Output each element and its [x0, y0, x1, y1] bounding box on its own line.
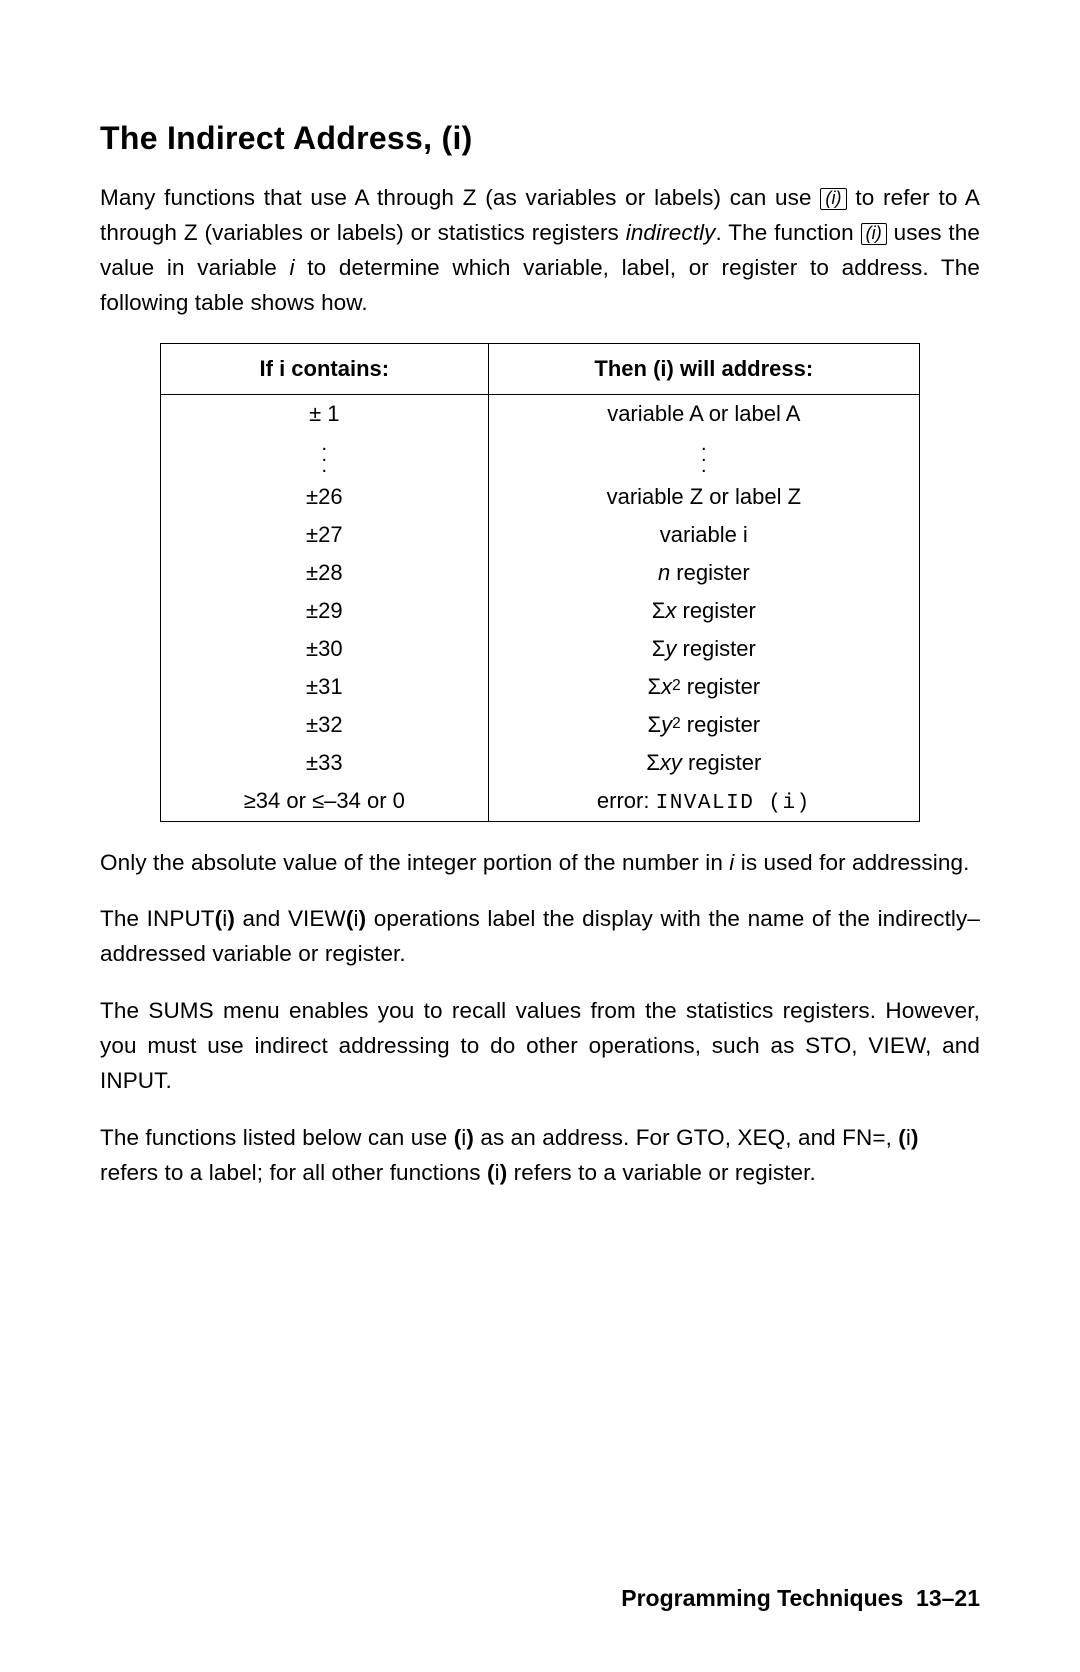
table-cell-if: ±30 — [161, 630, 489, 668]
section-title: The Indirect Address, (i) — [100, 120, 980, 157]
table-cell-if: ±27 — [161, 516, 489, 554]
table-cell-then: variable Z or label Z — [488, 478, 919, 516]
table-row: ±31Σx2 register — [161, 668, 920, 706]
table-cell-then: Σx2 register — [488, 668, 919, 706]
table-cell-vdots: ... — [488, 433, 919, 478]
table-cell-then: n register — [488, 554, 919, 592]
table-row: ±27variable i — [161, 516, 920, 554]
table-cell-then: Σy register — [488, 630, 919, 668]
footer-page-number: 13–21 — [916, 1585, 980, 1611]
table-row: ± 1variable A or label A — [161, 394, 920, 433]
table-cell-if: ±28 — [161, 554, 489, 592]
table-cell-if: ≥34 or ≤–34 or 0 — [161, 782, 489, 822]
table-header-col1: If i contains: — [161, 343, 489, 394]
paragraph-functions-listed: The functions listed below can use (i) a… — [100, 1121, 980, 1191]
table-row: ±33Σxy register — [161, 744, 920, 782]
table-cell-if: ±32 — [161, 706, 489, 744]
table-body: ± 1variable A or label A......±26variabl… — [161, 394, 920, 821]
table-cell-if: ±33 — [161, 744, 489, 782]
table-cell-if: ±26 — [161, 478, 489, 516]
table-row: ±32Σy2 register — [161, 706, 920, 744]
page: The Indirect Address, (i) Many functions… — [0, 0, 1080, 1672]
table-cell-then: variable A or label A — [488, 394, 919, 433]
table-cell-if: ±31 — [161, 668, 489, 706]
paragraph-sums-menu: The SUMS menu enables you to recall valu… — [100, 994, 980, 1099]
table-cell-then: Σx register — [488, 592, 919, 630]
footer-chapter: Programming Techniques — [621, 1585, 903, 1611]
table-cell-then: error: INVALID (i) — [488, 782, 919, 822]
table-row: ±29Σx register — [161, 592, 920, 630]
table-cell-then: variable i — [488, 516, 919, 554]
table-cell-if: ± 1 — [161, 394, 489, 433]
address-table-wrap: If i contains: Then (i) will address: ± … — [160, 343, 920, 822]
intro-paragraph: Many functions that use A through Z (as … — [100, 181, 980, 321]
table-header-row: If i contains: Then (i) will address: — [161, 343, 920, 394]
paragraph-input-view: The INPUT(i) and VIEW(i) operations labe… — [100, 902, 980, 972]
page-footer: Programming Techniques 13–21 — [621, 1585, 980, 1612]
table-header-col2: Then (i) will address: — [488, 343, 919, 394]
table-row: ±30Σy register — [161, 630, 920, 668]
table-cell-then: Σxy register — [488, 744, 919, 782]
table-row: ≥34 or ≤–34 or 0error: INVALID (i) — [161, 782, 920, 822]
table-row: ±26variable Z or label Z — [161, 478, 920, 516]
table-cell-if: ±29 — [161, 592, 489, 630]
table-row: ...... — [161, 433, 920, 478]
table-cell-vdots: ... — [161, 433, 489, 478]
table-cell-then: Σy2 register — [488, 706, 919, 744]
table-row: ±28n register — [161, 554, 920, 592]
address-table: If i contains: Then (i) will address: ± … — [160, 343, 920, 822]
paragraph-absolute-value: Only the absolute value of the integer p… — [100, 846, 980, 881]
